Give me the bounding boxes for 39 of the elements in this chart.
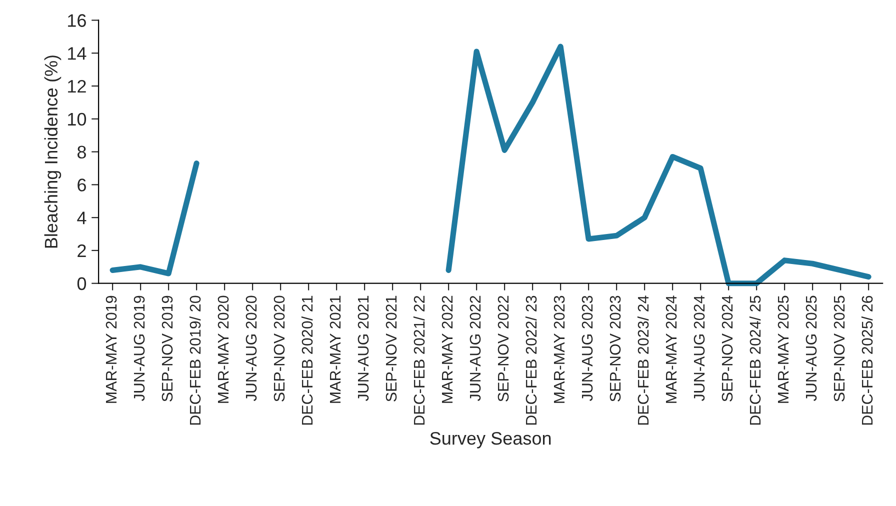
- x-tick-label: DEC-FEB 2022/ 23: [525, 296, 537, 425]
- x-tick-label: DEC-FEB 2025/ 26: [861, 296, 873, 425]
- x-tick-label: SEP-NOV 2020: [274, 296, 285, 402]
- x-tick-label: DEC-FEB 2020/ 21: [301, 296, 313, 425]
- y-tick-label: 14: [68, 47, 86, 60]
- x-tick-label: SEP-NOV 2019: [162, 296, 173, 402]
- y-axis-title: Bleaching Incidence (%): [44, 56, 62, 248]
- y-tick-label: 16: [68, 14, 86, 27]
- y-tick-label: 12: [68, 80, 86, 93]
- x-tick-label: JUN-AUG 2020: [246, 296, 257, 402]
- x-tick-label: MAR-MAY 2022: [442, 296, 453, 403]
- x-tick-label: DEC-FEB 2023/ 24: [637, 296, 649, 425]
- y-tick-label: 6: [78, 178, 86, 192]
- x-tick-label: MAR-MAY 2020: [218, 296, 229, 403]
- x-tick-label: JUN-AUG 2021: [358, 296, 369, 402]
- y-tick-label: 8: [78, 146, 86, 159]
- x-axis-title: Survey Season: [430, 432, 551, 448]
- x-tick-label: SEP-NOV 2024: [722, 296, 733, 402]
- y-tick-label: 2: [78, 244, 86, 258]
- y-tick-label: 10: [68, 112, 86, 126]
- x-tick-label: MAR-MAY 2024: [666, 296, 677, 403]
- x-tick-label: SEP-NOV 2022: [498, 296, 509, 402]
- x-tick-label: JUN-AUG 2019: [134, 296, 145, 402]
- x-tick-label: JUN-AUG 2024: [694, 296, 705, 402]
- x-tick-label: SEP-NOV 2021: [386, 296, 397, 402]
- x-tick-label: MAR-MAY 2025: [778, 296, 789, 403]
- y-tick-label: 4: [77, 212, 86, 224]
- x-tick-label: SEP-NOV 2023: [610, 296, 621, 402]
- x-tick-label: MAR-MAY 2023: [554, 296, 565, 403]
- x-tick-label: MAR-MAY 2021: [330, 296, 341, 403]
- x-tick-label: JUN-AUG 2025: [806, 296, 817, 402]
- x-tick-label: JUN-AUG 2023: [582, 296, 593, 402]
- x-tick-label: DEC-FEB 2021/ 22: [413, 296, 425, 425]
- x-tick-label: DEC-FEB 2019/ 20: [189, 296, 201, 425]
- x-tick-label: SEP-NOV 2025: [834, 296, 845, 402]
- x-tick-label: DEC-FEB 2024/ 25: [749, 296, 761, 425]
- y-tick-label: 0: [77, 277, 86, 290]
- x-tick-label: MAR-MAY 2019: [106, 296, 117, 403]
- x-tick-label: JUN-AUG 2022: [470, 296, 481, 402]
